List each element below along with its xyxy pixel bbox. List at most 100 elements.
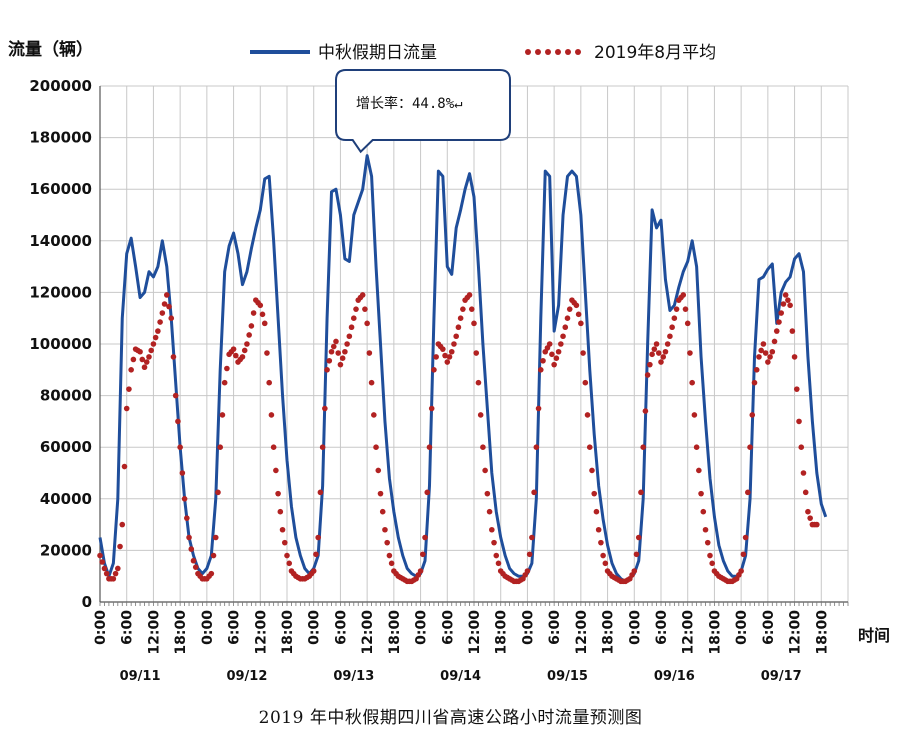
data-point bbox=[219, 412, 226, 418]
data-point bbox=[286, 560, 293, 567]
data-point bbox=[698, 490, 704, 497]
data-point bbox=[776, 319, 782, 325]
y-tick-label: 180000 bbox=[29, 129, 92, 147]
data-point bbox=[457, 315, 464, 322]
data-point bbox=[642, 408, 649, 414]
data-point bbox=[793, 386, 800, 392]
data-point bbox=[789, 328, 796, 334]
data-point bbox=[261, 320, 268, 327]
data-point bbox=[244, 341, 250, 347]
data-point bbox=[738, 568, 744, 574]
data-point bbox=[760, 341, 767, 347]
data-point bbox=[157, 319, 163, 325]
data-point bbox=[598, 539, 604, 546]
data-point bbox=[682, 306, 689, 312]
data-point bbox=[239, 354, 246, 360]
data-point bbox=[224, 365, 230, 372]
data-point bbox=[802, 489, 809, 496]
legend-swatch-dot bbox=[565, 49, 571, 55]
data-point bbox=[551, 361, 557, 368]
data-point bbox=[364, 320, 370, 327]
data-point bbox=[493, 552, 500, 559]
data-point bbox=[671, 315, 678, 322]
data-point bbox=[186, 534, 192, 541]
data-point bbox=[566, 306, 573, 312]
data-point bbox=[491, 539, 497, 546]
y-tick-label: 140000 bbox=[29, 232, 92, 250]
legend-item-august: 2019年8月平均 bbox=[525, 43, 716, 63]
day-label: 09/17 bbox=[761, 669, 802, 684]
data-point bbox=[673, 306, 680, 312]
data-point bbox=[221, 379, 228, 386]
x-tick-label: 6:00 bbox=[440, 610, 456, 645]
day-label: 09/12 bbox=[226, 669, 267, 684]
data-point bbox=[814, 521, 820, 528]
day-label: 09/15 bbox=[547, 669, 588, 684]
data-point bbox=[270, 444, 277, 451]
data-point bbox=[275, 490, 281, 497]
data-point bbox=[475, 379, 482, 386]
data-point bbox=[210, 552, 217, 559]
data-point bbox=[181, 496, 188, 502]
data-point bbox=[384, 539, 390, 546]
data-point bbox=[655, 350, 662, 356]
data-point bbox=[190, 557, 197, 564]
data-point bbox=[745, 489, 751, 496]
data-point bbox=[152, 334, 159, 341]
data-point bbox=[148, 347, 155, 354]
grid bbox=[99, 85, 849, 602]
data-point bbox=[386, 552, 393, 559]
data-point bbox=[535, 405, 542, 412]
data-point bbox=[444, 359, 451, 365]
data-point bbox=[600, 552, 606, 559]
data-point bbox=[560, 333, 566, 340]
data-point bbox=[382, 526, 388, 533]
data-point bbox=[337, 361, 344, 368]
data-point bbox=[540, 357, 546, 364]
data-point bbox=[192, 564, 199, 570]
data-point bbox=[419, 551, 426, 558]
data-point bbox=[700, 508, 707, 515]
data-point bbox=[342, 348, 348, 355]
series-layer bbox=[97, 154, 828, 585]
data-point bbox=[756, 354, 762, 360]
data-point bbox=[460, 306, 466, 312]
legend-label: 中秋假期日流量 bbox=[318, 43, 437, 63]
data-point bbox=[580, 350, 586, 356]
data-point bbox=[765, 359, 771, 365]
data-point bbox=[266, 379, 272, 386]
data-point bbox=[586, 444, 593, 451]
data-point bbox=[346, 333, 353, 340]
data-point bbox=[241, 347, 248, 354]
data-point bbox=[468, 306, 475, 312]
legend-swatch-dot bbox=[535, 49, 541, 55]
y-tick-label: 120000 bbox=[29, 283, 92, 301]
data-point bbox=[564, 315, 571, 322]
data-point bbox=[123, 405, 130, 412]
y-axis-unit-label: 流量（辆） bbox=[8, 39, 93, 60]
data-point bbox=[168, 315, 175, 322]
x-tick-label: 0:00 bbox=[307, 610, 323, 645]
data-point bbox=[649, 351, 655, 358]
data-point bbox=[451, 341, 457, 347]
data-point bbox=[117, 543, 123, 550]
data-point bbox=[749, 412, 756, 418]
data-point bbox=[660, 354, 667, 360]
data-point bbox=[526, 551, 533, 558]
x-tick-label: 0:00 bbox=[200, 610, 216, 645]
data-point bbox=[709, 560, 716, 567]
data-point bbox=[524, 568, 531, 574]
data-point bbox=[212, 534, 219, 541]
data-point bbox=[687, 350, 693, 356]
data-point bbox=[175, 418, 181, 425]
data-point bbox=[644, 372, 651, 378]
x-tick-label: 12:00 bbox=[788, 610, 804, 655]
data-point bbox=[589, 467, 595, 474]
x-tick-label: 12:00 bbox=[253, 610, 269, 655]
x-tick-label: 0:00 bbox=[734, 610, 750, 645]
data-point bbox=[446, 354, 453, 360]
data-point bbox=[778, 310, 785, 316]
data-point bbox=[704, 539, 711, 546]
data-point bbox=[119, 521, 126, 528]
